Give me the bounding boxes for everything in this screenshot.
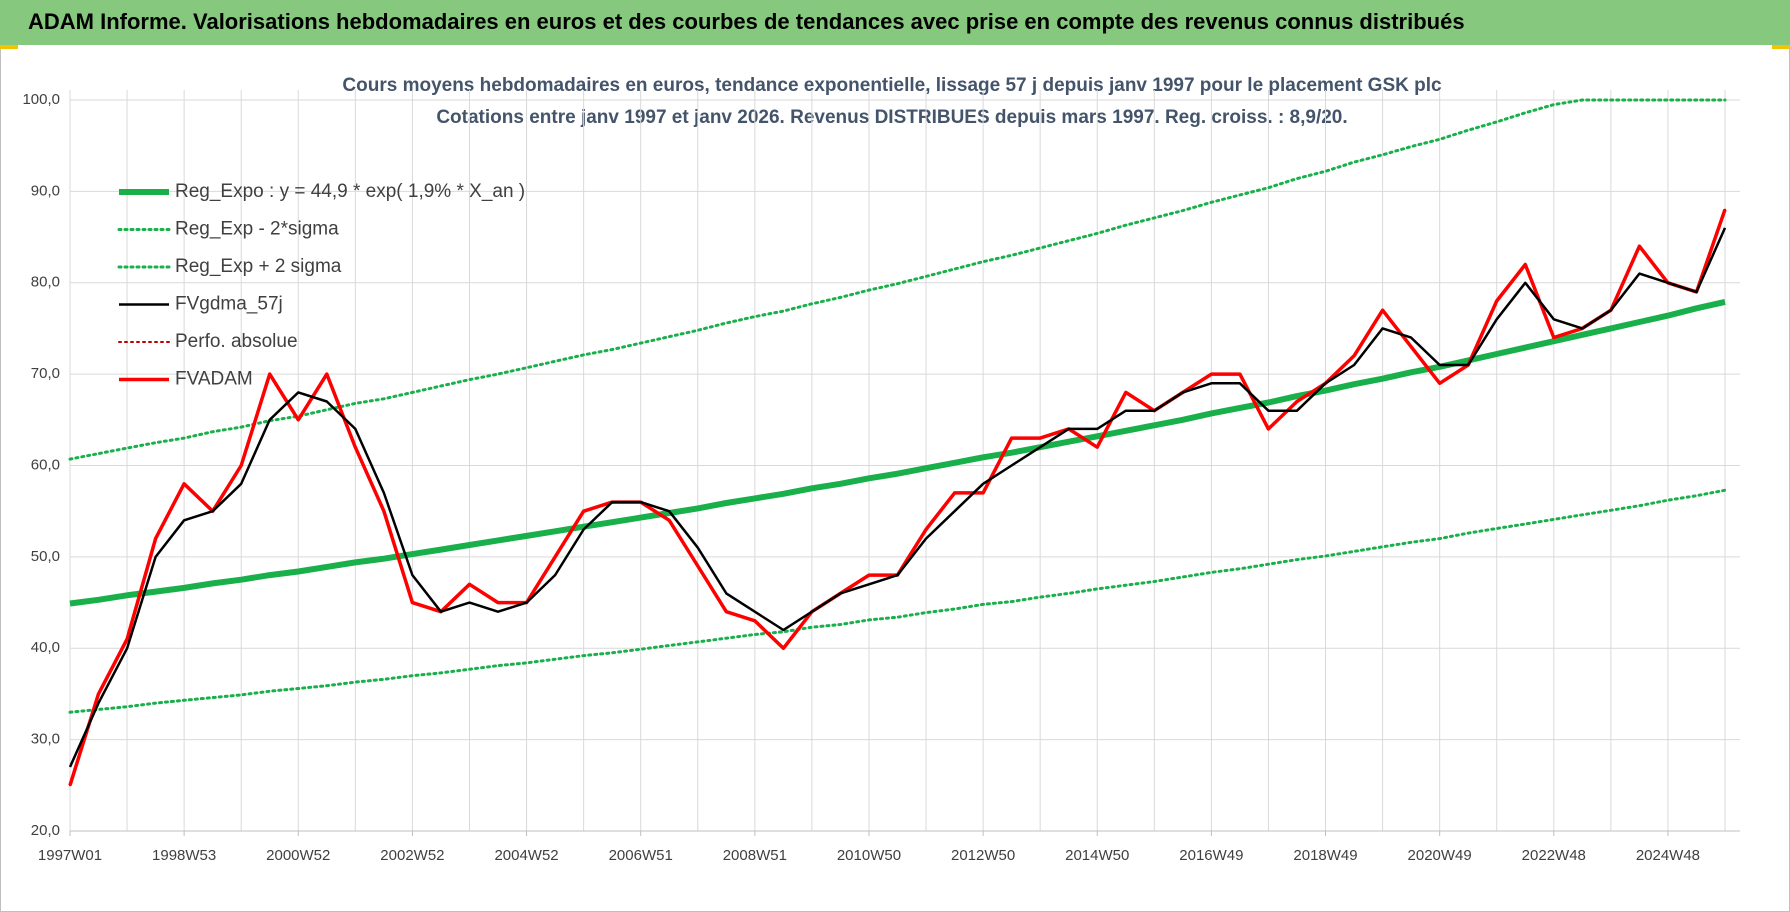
x-tick-label: 2022W48 bbox=[1522, 847, 1586, 864]
x-tick-label: 2006W51 bbox=[609, 847, 673, 864]
corner-mark bbox=[0, 45, 18, 49]
x-tick-label: 1997W01 bbox=[38, 847, 102, 864]
y-tick-label: 80,0 bbox=[31, 274, 60, 291]
chart-subtitle: Cotations entre janv 1997 et janv 2026. … bbox=[436, 107, 1347, 128]
y-tick-label: 100,0 bbox=[22, 91, 60, 108]
x-tick-label: 2010W50 bbox=[837, 847, 901, 864]
legend-label: FVgdma_57j bbox=[175, 294, 283, 315]
legend-label: Perfo. absolue bbox=[175, 331, 298, 352]
x-tick-label: 2024W48 bbox=[1636, 847, 1700, 864]
y-tick-label: 30,0 bbox=[31, 731, 60, 748]
legend-label: FVADAM bbox=[175, 369, 253, 390]
x-tick-label: 2004W52 bbox=[494, 847, 558, 864]
y-tick-label: 50,0 bbox=[31, 548, 60, 565]
y-tick-label: 20,0 bbox=[31, 822, 60, 839]
legend-label: Reg_Exp + 2 sigma bbox=[175, 256, 342, 277]
chart-title: Cours moyens hebdomadaires en euros, ten… bbox=[342, 75, 1442, 96]
series-line bbox=[68, 227, 1727, 768]
y-tick-label: 60,0 bbox=[31, 456, 60, 473]
x-tick-label: 2018W49 bbox=[1293, 847, 1357, 864]
x-tick-label: 2014W50 bbox=[1065, 847, 1129, 864]
x-tick-label: 2008W51 bbox=[723, 847, 787, 864]
x-tick-label: 2012W50 bbox=[951, 847, 1015, 864]
x-tick-label: 2000W52 bbox=[266, 847, 330, 864]
series-line bbox=[68, 488, 1727, 714]
y-tick-label: 90,0 bbox=[31, 182, 60, 199]
x-tick-label: 2002W52 bbox=[380, 847, 444, 864]
x-tick-label: 2016W49 bbox=[1179, 847, 1243, 864]
corner-mark bbox=[1772, 45, 1790, 49]
header-title: ADAM Informe. Valorisations hebdomadaire… bbox=[28, 9, 1465, 34]
y-tick-label: 40,0 bbox=[31, 639, 60, 656]
x-tick-label: 1998W53 bbox=[152, 847, 216, 864]
legend-label: Reg_Exp - 2*sigma bbox=[175, 219, 339, 240]
x-tick-label: 2020W49 bbox=[1408, 847, 1472, 864]
y-tick-label: 70,0 bbox=[31, 365, 60, 382]
series-line bbox=[68, 98, 1727, 461]
header-bar bbox=[0, 0, 1790, 45]
legend-label: Reg_Expo : y = 44,9 * exp( 1,9% * X_an ) bbox=[175, 181, 525, 202]
